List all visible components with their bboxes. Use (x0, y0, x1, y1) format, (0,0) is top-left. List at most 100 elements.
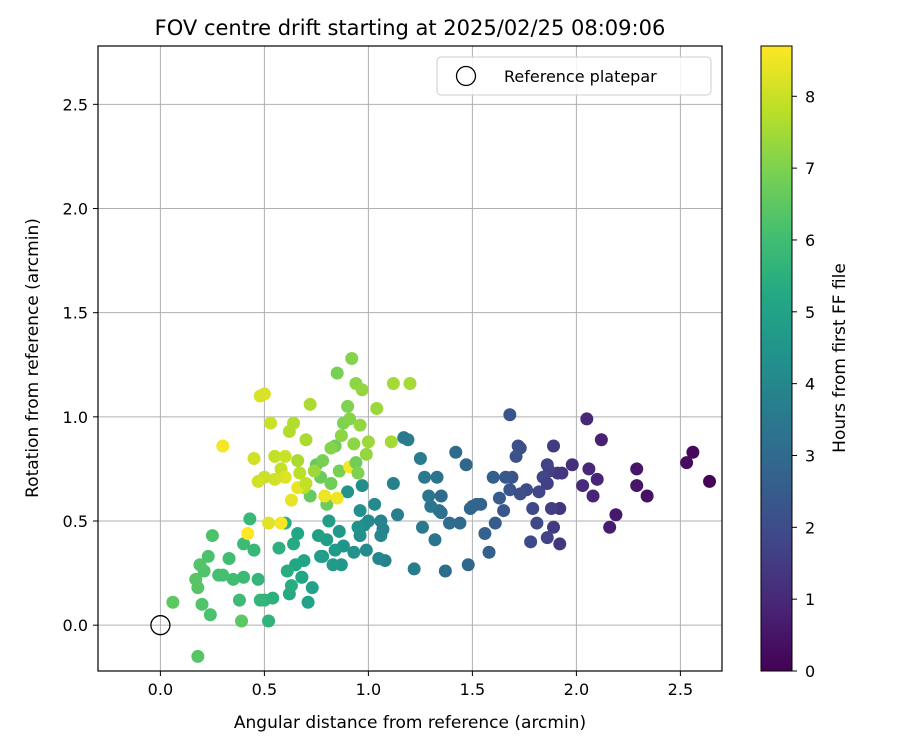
data-point (526, 502, 540, 515)
data-point (499, 470, 513, 484)
data-point (492, 491, 506, 505)
data-point (332, 524, 346, 538)
data-point (226, 572, 240, 586)
data-point (453, 516, 467, 530)
data-point (301, 595, 315, 609)
data-point (287, 416, 301, 430)
data-point (586, 489, 600, 503)
y-axis-label: Rotation from reference (arcmin) (23, 218, 43, 498)
data-point (422, 489, 436, 503)
x-tick-label: 2.5 (668, 680, 693, 699)
reference-point (150, 615, 171, 636)
data-point (355, 383, 369, 397)
data-point (478, 527, 492, 540)
data-point (353, 504, 367, 518)
data-point (237, 570, 251, 584)
y-tick-label: 0.0 (63, 616, 88, 635)
data-point (253, 593, 267, 607)
data-point (463, 502, 477, 515)
data-points (150, 352, 717, 663)
y-tick-label: 1.5 (63, 304, 88, 323)
colorbar-tick-label: 5 (805, 303, 815, 322)
data-point (247, 543, 261, 557)
data-point (553, 537, 567, 551)
x-tick-label: 1.5 (460, 680, 485, 699)
data-point (314, 549, 328, 563)
data-point (524, 535, 538, 549)
data-point (343, 412, 357, 426)
data-point (311, 529, 325, 543)
data-point (257, 387, 271, 401)
data-point (449, 445, 463, 459)
data-point (299, 433, 313, 447)
data-point (544, 502, 558, 515)
y-ticks: 0.0 0.5 1.0 1.5 2.0 2.5 (63, 95, 98, 635)
y-tick-label: 0.5 (63, 512, 88, 531)
data-point (351, 520, 365, 534)
data-point (280, 564, 294, 578)
data-point (640, 489, 654, 503)
data-point (326, 558, 340, 572)
data-point (372, 552, 386, 565)
data-point (222, 552, 236, 565)
data-point (384, 435, 398, 449)
data-point (291, 454, 305, 468)
data-point (205, 529, 219, 543)
data-point (293, 466, 307, 480)
data-point (530, 516, 544, 530)
colorbar: 0 1 2 3 4 5 6 7 8 Hours from first FF file (760, 45, 850, 681)
y-tick-label: 2.0 (63, 200, 88, 219)
data-point (374, 514, 388, 528)
data-point (237, 537, 251, 551)
x-ticks: 0.0 0.5 1.0 1.5 2.0 2.5 (148, 671, 693, 699)
data-point (284, 579, 298, 593)
data-point (193, 558, 207, 572)
data-point (305, 581, 319, 595)
x-tick-label: 0.5 (252, 680, 277, 699)
data-point (262, 516, 276, 530)
colorbar-tick-label: 6 (805, 231, 815, 250)
data-point (497, 504, 511, 518)
data-point (461, 558, 475, 572)
legend-entry: Reference platepar (504, 67, 657, 86)
data-point (212, 568, 226, 582)
data-point (582, 462, 596, 476)
y-tick-label: 1.0 (63, 408, 88, 427)
data-point (295, 570, 309, 584)
data-point (580, 412, 594, 426)
data-point (428, 533, 442, 547)
data-point (247, 452, 261, 465)
data-point (262, 614, 276, 628)
data-point (324, 441, 338, 455)
data-point (341, 485, 355, 499)
data-point (303, 397, 317, 411)
data-point (330, 491, 344, 505)
x-axis-label: Angular distance from reference (arcmin) (234, 713, 586, 733)
colorbar-tick-label: 2 (805, 518, 815, 537)
data-point (603, 520, 617, 534)
data-point (540, 477, 554, 490)
data-point (251, 572, 265, 586)
data-point (243, 512, 257, 526)
data-point (268, 472, 282, 486)
data-point (503, 408, 517, 422)
data-point (540, 531, 554, 545)
data-point (334, 429, 348, 443)
data-point (195, 597, 209, 611)
data-point (347, 545, 361, 559)
data-point (415, 520, 429, 534)
data-point (486, 470, 500, 484)
data-point (386, 477, 400, 490)
data-point (268, 449, 282, 463)
data-point (438, 564, 452, 578)
data-point (284, 493, 298, 507)
data-point (594, 433, 608, 447)
colorbar-tick-label: 4 (805, 375, 815, 394)
grid-lines (98, 46, 722, 671)
data-point (488, 516, 502, 530)
data-point (324, 477, 338, 490)
data-point (299, 477, 313, 490)
data-point (532, 485, 546, 499)
data-point (424, 499, 438, 513)
